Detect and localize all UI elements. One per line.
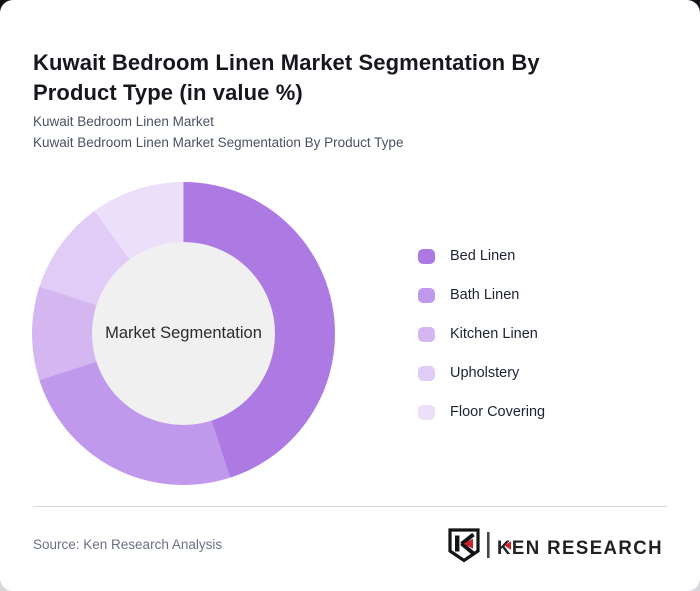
donut-hole: Market Segmentation <box>92 242 275 425</box>
legend-swatch-icon <box>418 248 435 264</box>
footer-divider <box>33 506 667 507</box>
legend-item-upholstery[interactable]: Upholstery <box>418 365 545 381</box>
legend-item-kitchen-linen[interactable]: Kitchen Linen <box>418 326 545 342</box>
subtitle-line-1: Kuwait Bedroom Linen Market <box>33 114 214 129</box>
legend-label: Kitchen Linen <box>450 326 538 342</box>
logo-k-accent-triangle <box>504 541 511 550</box>
logo-divider-bar <box>487 532 490 558</box>
shield-k-icon <box>448 528 480 563</box>
chart-legend: Bed Linen Bath Linen Kitchen Linen Uphol… <box>418 248 545 420</box>
legend-swatch-icon <box>418 326 435 342</box>
legend-item-bed-linen[interactable]: Bed Linen <box>418 248 545 264</box>
page-title: Kuwait Bedroom Linen Market Segmentation… <box>33 49 540 105</box>
legend-item-floor-covering[interactable]: Floor Covering <box>418 404 545 420</box>
logo-wordmark: KEN RESEARCH <box>497 537 663 559</box>
donut-chart[interactable]: Market Segmentation <box>32 182 335 485</box>
source-text: Source: Ken Research Analysis <box>33 537 223 552</box>
ken-research-logo: KEN RESEARCH <box>448 528 663 563</box>
legend-label: Upholstery <box>450 365 520 381</box>
legend-swatch-icon <box>418 404 435 420</box>
legend-item-bath-linen[interactable]: Bath Linen <box>418 287 545 303</box>
donut-center-label: Market Segmentation <box>105 324 262 342</box>
legend-label: Bath Linen <box>450 287 520 303</box>
legend-label: Floor Covering <box>450 404 546 420</box>
chart-subtitles: Kuwait Bedroom Linen Market Kuwait Bedro… <box>33 112 403 153</box>
legend-label: Bed Linen <box>450 248 516 264</box>
subtitle-line-2: Kuwait Bedroom Linen Market Segmentation… <box>33 134 404 150</box>
legend-swatch-icon <box>418 287 435 303</box>
legend-swatch-icon <box>418 365 435 381</box>
